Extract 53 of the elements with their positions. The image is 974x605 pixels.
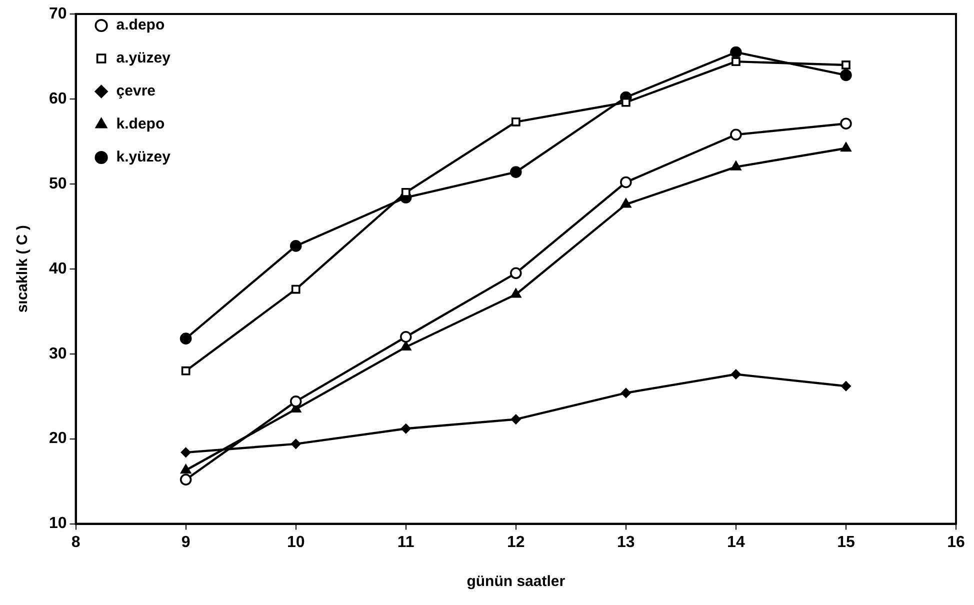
point <box>181 366 190 376</box>
legend-label: a.yüzey <box>116 50 172 67</box>
y-tick-label: 30 <box>49 345 67 362</box>
y-tick-label: 20 <box>49 430 67 448</box>
x-tick-label: 12 <box>507 534 525 551</box>
point <box>730 161 742 170</box>
point <box>511 117 520 126</box>
point <box>840 118 852 130</box>
point <box>400 424 411 434</box>
y-axis-title: sıcaklık ( C ) <box>14 225 32 313</box>
point <box>180 332 192 344</box>
point <box>841 381 851 392</box>
x-tick-label: 15 <box>837 534 855 551</box>
y-tick-label: 60 <box>49 90 67 108</box>
point <box>290 396 302 408</box>
y-tick-label: 50 <box>49 175 67 192</box>
x-tick-label: 16 <box>947 534 965 551</box>
point <box>290 439 301 449</box>
legend-label: a.depo <box>116 16 165 34</box>
y-tick-label: 10 <box>49 515 67 532</box>
point <box>621 388 631 398</box>
legend-label: k.depo <box>116 116 165 133</box>
point <box>511 414 521 424</box>
point <box>732 57 740 66</box>
point <box>510 267 522 280</box>
point <box>731 369 741 380</box>
x-tick-label: 11 <box>397 534 414 551</box>
point <box>180 448 191 458</box>
x-tick-label: 8 <box>71 534 80 551</box>
point <box>510 166 522 178</box>
point <box>510 288 522 298</box>
point <box>180 464 192 474</box>
point <box>180 474 192 486</box>
point <box>840 142 852 152</box>
point <box>291 284 300 294</box>
y-tick-label: 70 <box>49 5 67 22</box>
point <box>400 330 412 343</box>
point <box>840 69 852 82</box>
point <box>730 46 742 58</box>
y-tick-label: 40 <box>49 260 67 278</box>
x-tick-label: 13 <box>617 534 635 551</box>
legend-label: çevre <box>116 82 156 100</box>
point <box>620 198 632 208</box>
point <box>290 240 302 252</box>
point <box>842 60 850 70</box>
point <box>730 128 742 141</box>
point <box>400 341 412 350</box>
x-tick-label: 14 <box>727 534 745 551</box>
legend-label: k.yüzey <box>116 148 172 166</box>
x-tick-label: 10 <box>286 534 305 551</box>
point <box>620 176 632 188</box>
x-tick-label: 9 <box>181 534 190 551</box>
x-axis-title: günün saatler <box>466 573 566 590</box>
